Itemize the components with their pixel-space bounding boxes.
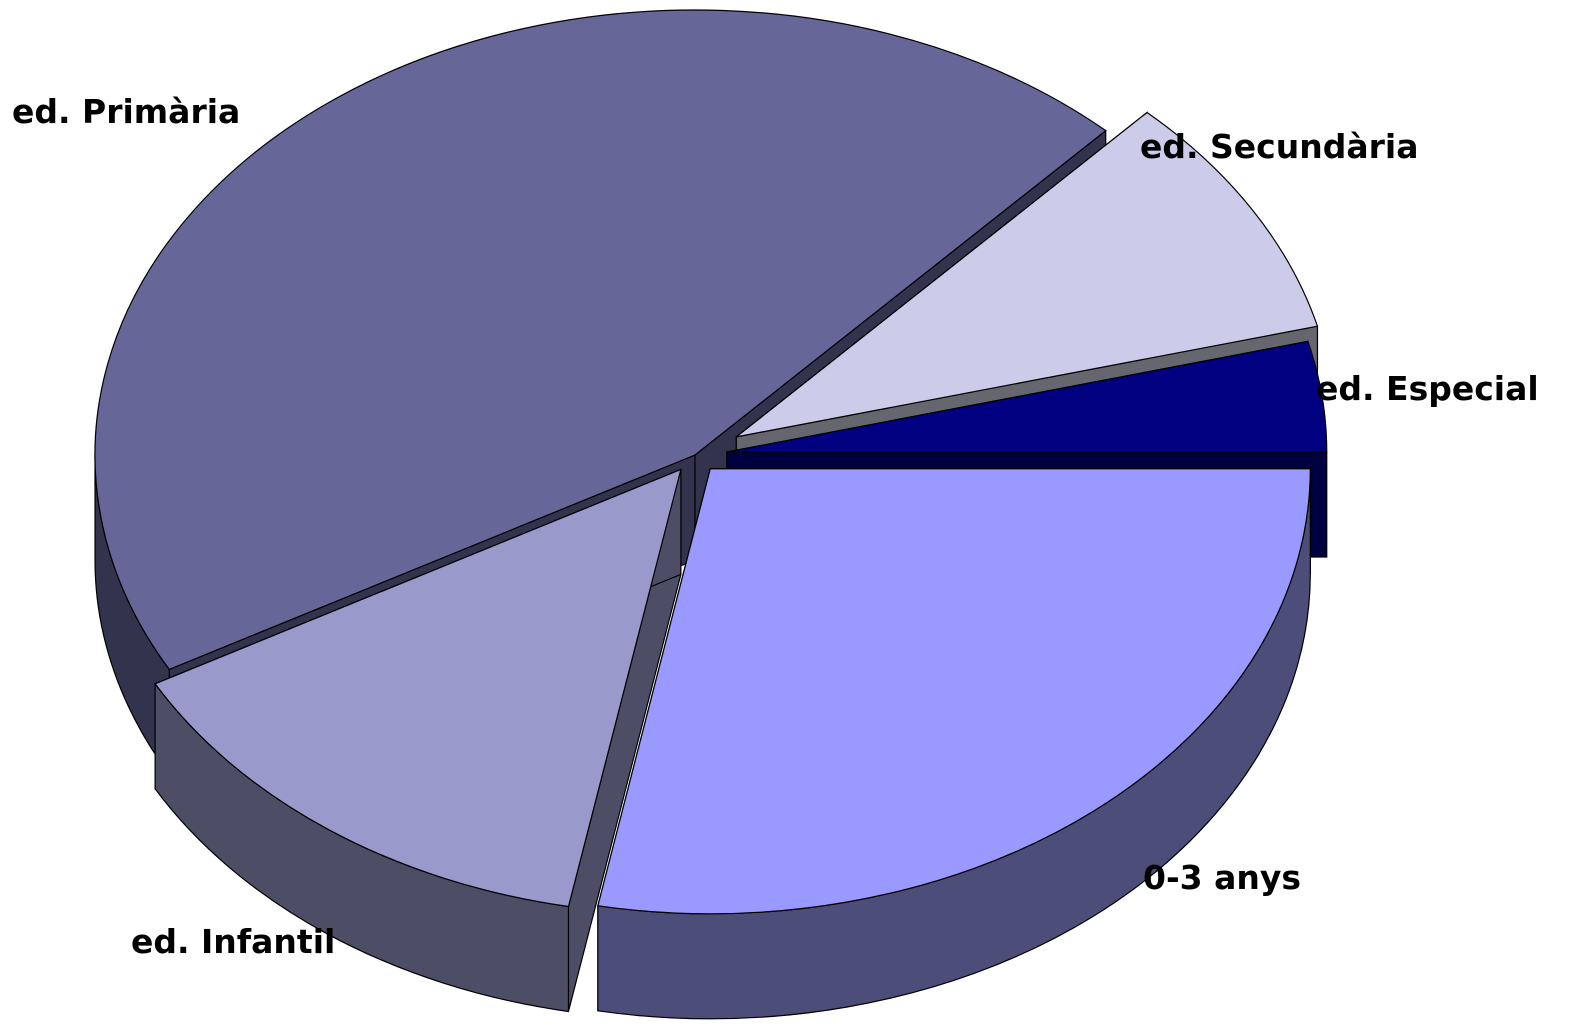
ed-especial-slice [726,340,1328,453]
pie-tops-layer [94,9,1328,915]
ed-infantil-slice [154,468,682,908]
ed-primaria-label: ed. Primària [12,92,240,131]
ed-primaria-slice [94,9,1107,671]
ed-secundaria-slice [735,111,1319,438]
pie-labels-layer: 0-3 anys ed. Infantil ed. Primària ed. Secu… [12,92,1539,961]
ed-especial-label: ed. Especial [1316,369,1539,408]
ed-infantil-label: ed. Infantil [131,922,335,961]
0-3-anys-slice [597,468,1311,915]
ed-secundaria-label: ed. Secundària [1140,127,1418,166]
0-3-anys-label: 0-3 anys [1143,858,1301,897]
